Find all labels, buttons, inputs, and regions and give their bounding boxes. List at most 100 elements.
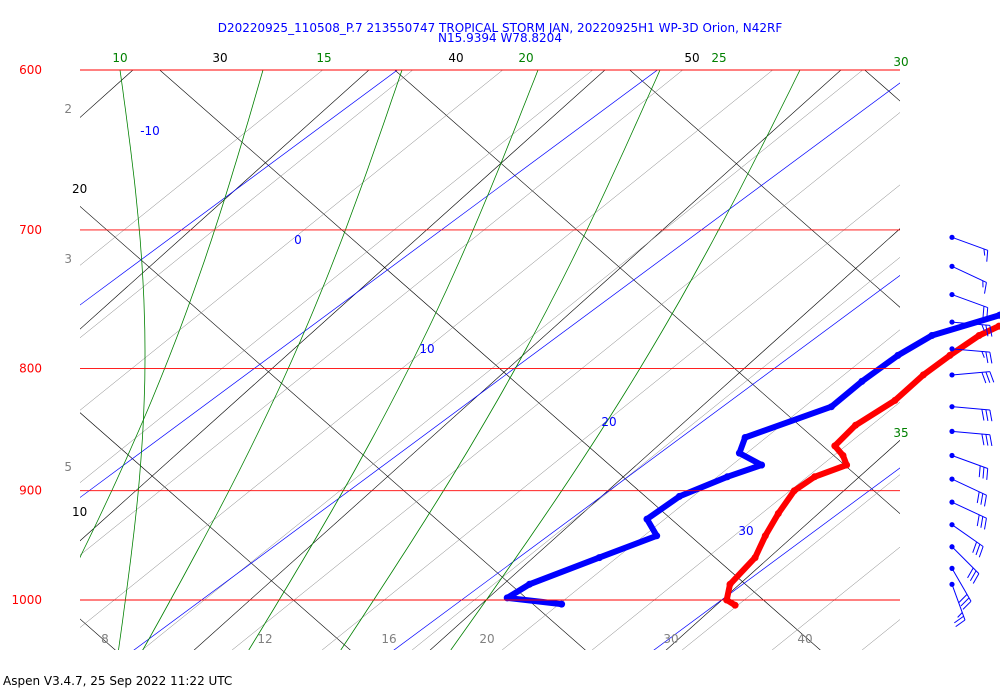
wind-barb-feather — [980, 493, 984, 505]
wind-barb-shaft — [951, 584, 966, 621]
wind-barb-feather — [958, 594, 968, 603]
wind-barb-feather — [982, 306, 985, 318]
mixing-ratio-label: 12 — [257, 632, 272, 646]
wind-barb-feather — [975, 544, 981, 556]
wind-barb-feather — [978, 465, 981, 478]
temperature-point — [975, 332, 983, 339]
temperature-point — [919, 371, 927, 379]
wind-barb-feather — [982, 467, 985, 479]
mixing-ratio-label: 8 — [101, 632, 109, 646]
dry-adiabat-label: 10 — [112, 51, 127, 65]
mixing-ratio-line — [861, 619, 900, 650]
isotherm-label: 30 — [212, 51, 227, 65]
mixing-ratio-label: 20 — [479, 632, 494, 646]
temperature-point — [843, 461, 851, 469]
chart-series — [503, 311, 1000, 609]
wind-barb-feather — [989, 325, 993, 337]
dry-adiabat-line — [80, 70, 264, 559]
moist-adiabat-line — [80, 70, 398, 306]
wind-barb — [949, 565, 972, 610]
dewpoint-point — [595, 554, 603, 562]
wind-barb — [949, 522, 984, 558]
moist-adiabat-line — [653, 467, 900, 650]
moist-adiabat-label: 30 — [738, 524, 753, 538]
wind-barb-shaft — [951, 265, 987, 283]
mixing-ratio-line — [591, 401, 900, 650]
mixing-ratio-line — [890, 40, 1000, 700]
wind-barb-feather — [976, 514, 980, 527]
dewpoint-point — [735, 449, 743, 457]
mixing-ratio-label: 2 — [64, 102, 72, 116]
temperature-point — [946, 351, 954, 359]
mixing-ratio-label: 16 — [381, 632, 396, 646]
isotherm-line — [80, 70, 606, 542]
dewpoint-point — [675, 492, 683, 500]
wind-barb — [949, 499, 987, 530]
wind-barb-feather — [972, 541, 978, 553]
wind-barb-feather — [967, 567, 974, 579]
mixing-ratio-line — [501, 329, 900, 650]
footer-version-stamp: Aspen V3.4.7, 25 Sep 2022 11:22 UTC — [3, 674, 233, 688]
wind-barb — [949, 544, 980, 584]
wind-barb-feather — [984, 518, 987, 530]
temperature-point — [751, 554, 759, 562]
wind-barb-shaft — [951, 236, 988, 251]
temperature-point — [731, 601, 739, 609]
wind-barb-feather — [986, 250, 989, 262]
isotherm-label: 20 — [72, 182, 87, 196]
dry-adiabat-label: 35 — [893, 426, 908, 440]
mixing-ratio-line — [980, 40, 1000, 700]
dewpoint-point — [758, 461, 766, 469]
mixing-ratio-line — [411, 256, 900, 650]
dry-adiabat-label: 30 — [893, 55, 908, 69]
dewpoint-point — [995, 311, 1000, 319]
isotherm-label: 10 — [72, 505, 87, 519]
wind-barb-feather — [981, 324, 985, 332]
temperature-point — [774, 510, 782, 517]
wind-barb-shaft — [951, 348, 990, 353]
wind-barb-shaft — [951, 294, 988, 309]
wind-barb-feather — [985, 434, 989, 446]
wind-barb-feather — [986, 307, 989, 319]
mixing-ratio-label: 5 — [64, 460, 72, 474]
wind-barb-feather — [955, 619, 966, 628]
dewpoint-point — [858, 377, 866, 385]
mixing-ratio-line — [80, 70, 504, 411]
wind-barb — [949, 452, 989, 480]
pressure-label: 700 — [19, 223, 42, 237]
dewpoint-point — [827, 403, 835, 411]
wind-barb-feather — [976, 491, 980, 504]
temperature-profile-line — [723, 322, 1000, 609]
wind-barb-shaft — [951, 478, 987, 496]
dewpoint-point — [643, 515, 651, 523]
dewpoint-profile-line — [504, 311, 1000, 608]
isotherm-line — [80, 70, 370, 330]
chart-title: D20220925_110508_P.7 213550747 TROPICAL … — [218, 21, 783, 35]
wind-barb — [949, 263, 987, 294]
wind-barb-shaft — [951, 455, 988, 469]
mixing-ratio-line — [80, 70, 324, 266]
wind-barb-feather — [983, 248, 986, 256]
wind-barb-feather — [980, 516, 984, 528]
dry-adiabat-line — [340, 70, 661, 650]
dry-adiabat-line — [450, 70, 801, 650]
wind-barb-feather — [989, 409, 993, 422]
moist-adiabat-label: 20 — [601, 415, 616, 429]
temperature-point — [839, 452, 847, 459]
wind-barb — [949, 234, 989, 262]
chart-subtitle: N15.9394 W78.8204 — [438, 31, 562, 45]
wind-barb — [949, 404, 993, 422]
mixing-ratio-line — [80, 70, 594, 484]
mixing-ratio-line — [80, 70, 774, 628]
temperature-point — [891, 396, 899, 404]
mixing-ratio-label: 40 — [797, 632, 812, 646]
wind-barb-feather — [962, 600, 972, 610]
isotherm-line — [193, 70, 842, 650]
wind-barb-feather — [989, 371, 995, 383]
moist-adiabat-line — [80, 70, 658, 498]
wind-barb — [949, 428, 993, 447]
mixing-ratio-line — [321, 184, 900, 650]
dry-adiabat-line — [142, 70, 403, 650]
temperature-point — [852, 421, 859, 429]
